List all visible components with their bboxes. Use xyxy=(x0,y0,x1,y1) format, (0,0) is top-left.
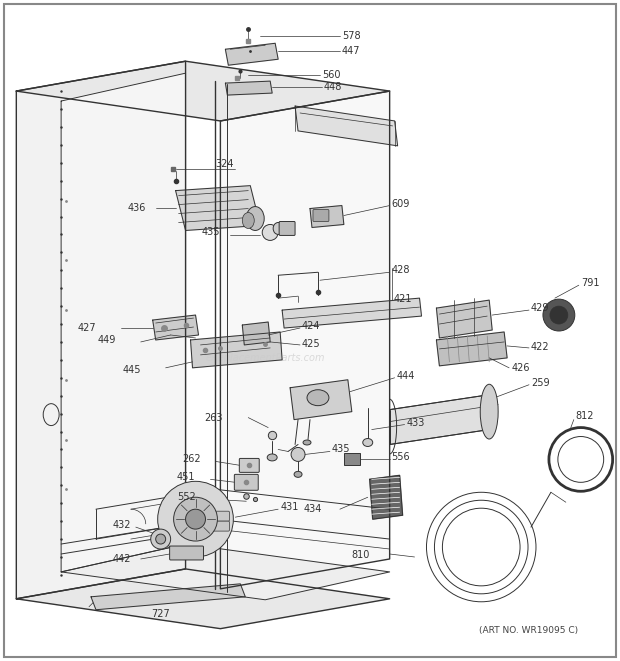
Circle shape xyxy=(291,447,305,461)
Text: 263: 263 xyxy=(204,412,223,422)
Text: (ART NO. WR19095 C): (ART NO. WR19095 C) xyxy=(479,626,578,635)
Text: 428: 428 xyxy=(392,265,410,275)
Polygon shape xyxy=(153,315,198,340)
Ellipse shape xyxy=(242,213,254,229)
Text: 421: 421 xyxy=(394,294,412,304)
Text: 435: 435 xyxy=(332,444,350,455)
Text: 556: 556 xyxy=(392,452,410,463)
Polygon shape xyxy=(282,298,422,328)
Text: 429: 429 xyxy=(531,303,549,313)
Text: 434: 434 xyxy=(304,504,322,514)
Text: 449: 449 xyxy=(97,335,116,345)
Text: 448: 448 xyxy=(324,82,342,92)
Ellipse shape xyxy=(303,440,311,445)
Text: 609: 609 xyxy=(392,198,410,209)
Text: 324: 324 xyxy=(215,159,234,169)
Polygon shape xyxy=(175,186,260,231)
Text: 444: 444 xyxy=(397,371,415,381)
Polygon shape xyxy=(16,61,185,599)
Polygon shape xyxy=(436,300,492,338)
Ellipse shape xyxy=(307,390,329,406)
Polygon shape xyxy=(16,569,389,629)
Ellipse shape xyxy=(267,454,277,461)
Text: 791: 791 xyxy=(581,278,600,288)
FancyBboxPatch shape xyxy=(344,453,360,465)
FancyBboxPatch shape xyxy=(170,546,203,560)
Polygon shape xyxy=(389,395,489,444)
Text: 451: 451 xyxy=(177,473,195,483)
Ellipse shape xyxy=(246,206,264,231)
Ellipse shape xyxy=(294,471,302,477)
Polygon shape xyxy=(91,584,246,609)
Ellipse shape xyxy=(273,223,283,235)
Text: 812: 812 xyxy=(576,410,595,420)
FancyBboxPatch shape xyxy=(234,475,259,490)
Text: 422: 422 xyxy=(531,342,550,352)
Polygon shape xyxy=(61,544,389,600)
Text: 436: 436 xyxy=(127,202,146,213)
Polygon shape xyxy=(310,206,344,227)
Text: 431: 431 xyxy=(280,502,298,512)
Polygon shape xyxy=(190,332,282,368)
Polygon shape xyxy=(370,475,402,519)
Text: 262: 262 xyxy=(182,454,200,465)
Text: 445: 445 xyxy=(122,365,141,375)
Text: 424: 424 xyxy=(302,321,321,331)
Polygon shape xyxy=(290,380,352,420)
Text: 442: 442 xyxy=(112,554,131,564)
Text: 435: 435 xyxy=(202,227,220,237)
Circle shape xyxy=(156,534,166,544)
Text: 432: 432 xyxy=(112,520,131,530)
Polygon shape xyxy=(295,106,397,146)
FancyBboxPatch shape xyxy=(208,511,229,521)
FancyBboxPatch shape xyxy=(208,521,229,531)
FancyBboxPatch shape xyxy=(313,210,329,221)
Polygon shape xyxy=(220,91,389,589)
Text: 426: 426 xyxy=(511,363,529,373)
Circle shape xyxy=(157,481,233,557)
Polygon shape xyxy=(226,43,278,65)
Circle shape xyxy=(262,225,278,241)
FancyBboxPatch shape xyxy=(239,459,259,473)
Text: 427: 427 xyxy=(78,323,96,333)
Text: 810: 810 xyxy=(352,550,370,560)
Text: 578: 578 xyxy=(342,31,360,42)
Text: 425: 425 xyxy=(302,339,321,349)
Polygon shape xyxy=(242,322,270,345)
Circle shape xyxy=(543,299,575,331)
Ellipse shape xyxy=(480,384,498,439)
Text: eReplacementParts.com: eReplacementParts.com xyxy=(205,353,325,363)
Polygon shape xyxy=(16,61,389,121)
Circle shape xyxy=(151,529,170,549)
Polygon shape xyxy=(226,81,272,95)
FancyBboxPatch shape xyxy=(279,221,295,235)
Text: 259: 259 xyxy=(531,378,550,388)
Polygon shape xyxy=(436,332,507,366)
Polygon shape xyxy=(61,73,185,572)
Circle shape xyxy=(550,306,568,324)
Text: 727: 727 xyxy=(151,609,170,619)
Text: 552: 552 xyxy=(177,492,195,502)
Circle shape xyxy=(174,497,218,541)
Text: 433: 433 xyxy=(407,418,425,428)
Text: 560: 560 xyxy=(322,70,340,80)
Text: 447: 447 xyxy=(342,46,360,56)
Ellipse shape xyxy=(363,438,373,446)
Circle shape xyxy=(185,509,205,529)
